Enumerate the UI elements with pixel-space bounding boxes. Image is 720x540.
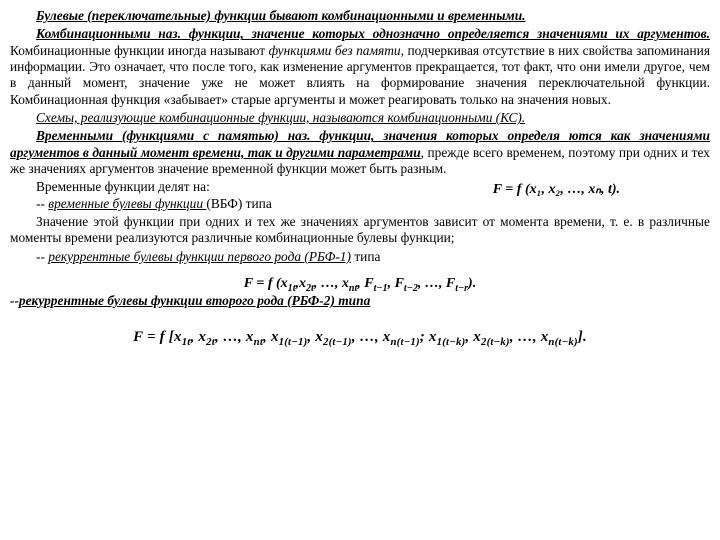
text-schemes: Схемы, реализующие комбинационные функци… [36,110,525,125]
formula-f1: F = f (x₁, x₂, …, xₙ, t). [493,181,620,198]
text-split: Временные функции делят на: [36,179,210,194]
text-rbf1-dash: -- [36,249,48,264]
para-temporal: Временными (функциями с памятью) наз. фу… [10,128,710,177]
text-comb-mid: Комбинационные функции иногда называют [10,43,269,58]
text-comb-lead: Комбинационными наз. функции, значение к… [36,26,710,41]
text-rbf2-dash: -- [10,293,19,308]
para-rbf2: --рекуррентные булевы функции второго ро… [10,293,710,309]
text-vbf-dash: -- [36,196,48,211]
para-split: Временные функции делят на: [10,179,350,195]
text-rbf1-link: рекуррентные булевы функции первого рода… [48,249,351,264]
para-intro: Булевые (переключательные) функции бываю… [10,8,710,24]
text-rbf2-link: рекуррентные булевы функции второго рода… [19,293,370,308]
text-vbf-expl: Значение этой функции при одних и тех же… [10,214,710,245]
text-vbf-tail: (ВБФ) типа [206,196,271,211]
para-combinational: Комбинационными наз. функции, значение к… [10,26,710,108]
text-vbf-link: временные булевы функции [48,196,206,211]
text-memoryless: функциями без памяти [269,43,401,58]
formula-f2: F = f (x1t,x2t, …, xnt, Ft−1, Ft−2, …, F… [10,275,710,292]
text-rbf1-tail: типа [351,249,380,264]
para-rbf1: -- рекуррентные булевы функции первого р… [10,249,710,265]
formula-f3: F = f [x1t, x2t, …, xnt, x1(t−1), x2(t−1… [10,328,710,346]
para-schemes: Схемы, реализующие комбинационные функци… [10,110,710,126]
para-vbf-expl: Значение этой функции при одних и тех же… [10,214,710,247]
document-page: Булевые (переключательные) функции бываю… [0,0,720,346]
text-intro: Булевые (переключательные) функции бываю… [36,8,526,23]
